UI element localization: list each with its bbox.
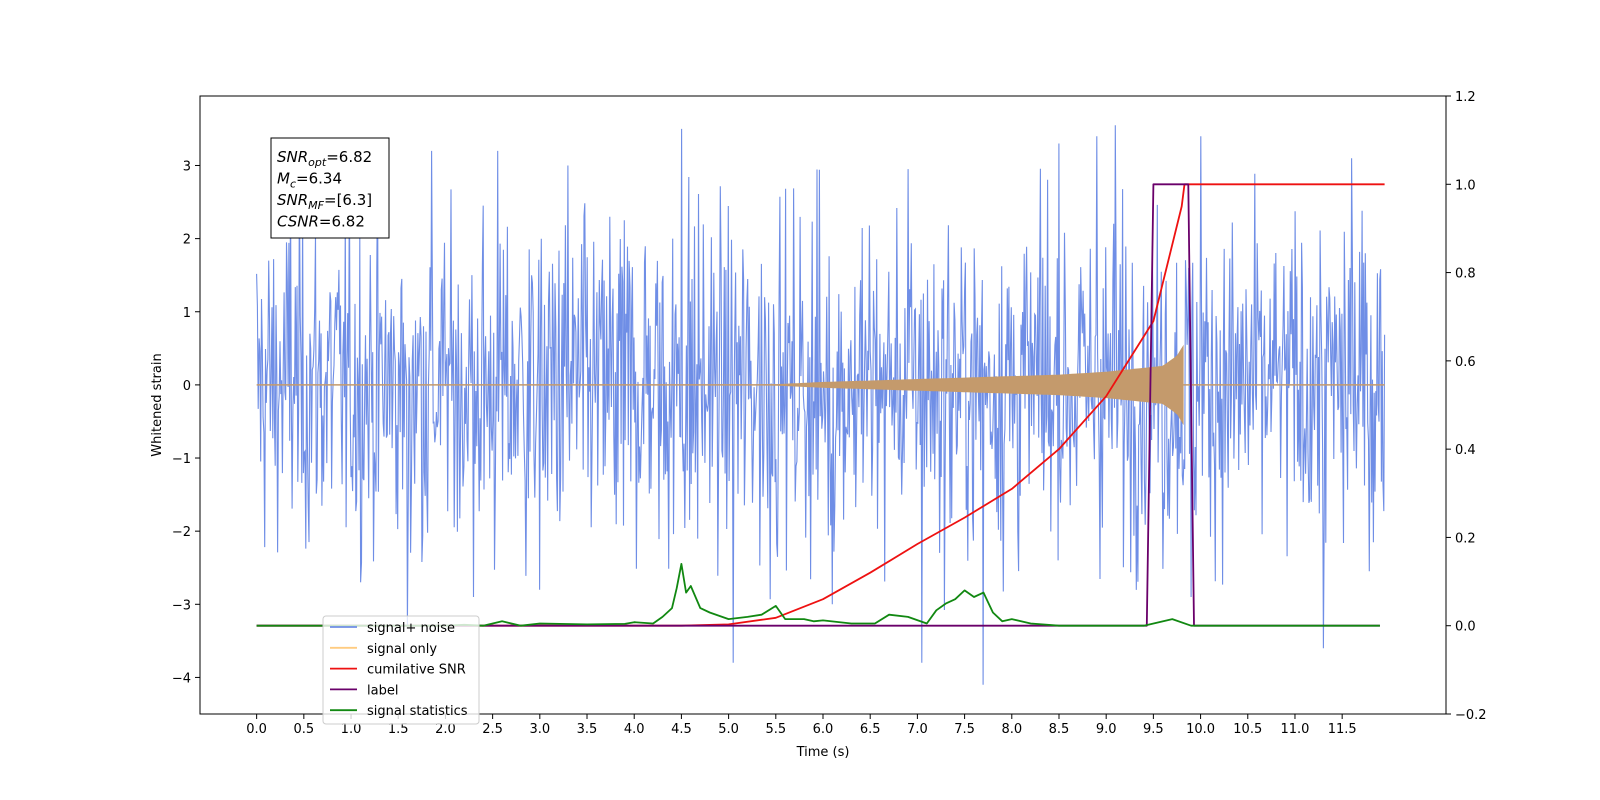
x-tick-label: 7.5 (954, 722, 975, 737)
line-trace (256, 183, 1385, 627)
legend-frame (322, 615, 480, 725)
y2-tick-label: 1.0 (1455, 178, 1476, 193)
series-cumilative-snr (256, 183, 1385, 627)
x-tick-label: 2.5 (482, 722, 503, 737)
y2-tick-label: 0.8 (1455, 267, 1476, 282)
noise-trace (256, 125, 1386, 685)
x-tick-label: 9.5 (1143, 722, 1164, 737)
legend: signal+ noise signal only cumilative SNR la… (322, 615, 480, 725)
plot-area (256, 125, 1386, 685)
legend-label: label (367, 683, 398, 698)
annotation-line: Mc=6.34 (277, 170, 342, 191)
legend-label: signal+ noise (367, 621, 455, 636)
x-axis-title: Time (s) (796, 745, 850, 760)
y2-tick-label: −0.2 (1455, 708, 1487, 723)
x-tick-label: 11.0 (1280, 722, 1309, 737)
y2-tick-label: 0.0 (1455, 620, 1476, 635)
y2-tick-label: 0.6 (1455, 355, 1476, 370)
axes: 0.0 0.5 1.0 1.5 2.0 2.5 3.0 3.5 4.0 4.5 5.0 5.5 6.0 6… (150, 90, 1487, 760)
y-tick-label: −3 (172, 598, 191, 613)
x-tick-label: 4.0 (624, 722, 645, 737)
x-tick-label: 0.0 (246, 722, 267, 737)
legend-label: cumilative SNR (367, 663, 466, 678)
x-tick-label: 3.5 (577, 722, 598, 737)
x-tick-label: 2.0 (435, 722, 456, 737)
y2-tick-label: 0.2 (1455, 531, 1476, 546)
y-tick-label: 2 (183, 233, 191, 248)
legend-label: signal only (367, 642, 437, 657)
y-tick-label: −1 (172, 452, 191, 467)
y2-tick-label: 1.2 (1455, 90, 1476, 105)
x-tick-label: 9.0 (1096, 722, 1117, 737)
annotation-frame (270, 137, 390, 239)
y-tick-label: −2 (172, 525, 191, 540)
y-tick-label: 3 (183, 159, 191, 174)
annotation-line: SNRopt=6.82 (277, 148, 372, 169)
x-tick-label: 7.0 (907, 722, 928, 737)
x-tick-label: 1.0 (341, 722, 362, 737)
y-axis-title: Whitened strain (150, 353, 165, 456)
series-signal-only (256, 344, 1385, 426)
x-tick-label: 5.0 (718, 722, 739, 737)
y-tick-label: 1 (183, 306, 191, 321)
legend-label: signal statistics (367, 704, 468, 719)
x-tick-label: 1.5 (388, 722, 409, 737)
y2-tick-label: 0.4 (1455, 443, 1476, 458)
x-tick-label: 10.0 (1186, 722, 1215, 737)
x-tick-label: 10.5 (1233, 722, 1262, 737)
y-tick-label: −4 (172, 671, 191, 686)
x-tick-label: 6.5 (860, 722, 881, 737)
x-tick-label: 5.5 (765, 722, 786, 737)
x-tick-label: 0.5 (293, 722, 314, 737)
x-tick-label: 3.0 (529, 722, 550, 737)
x-tick-label: 4.5 (671, 722, 692, 737)
annotation-line: CSNR=6.82 (277, 213, 365, 231)
line-trace (256, 563, 1380, 627)
annotation-line: SNRMF=[6.3] (277, 191, 372, 212)
series-signal-noise (256, 125, 1386, 685)
x-tick-label: 6.0 (813, 722, 834, 737)
series-signal-statistics (256, 563, 1380, 627)
x-tick-label: 8.0 (1001, 722, 1022, 737)
x-tick-label: 8.5 (1049, 722, 1070, 737)
x-tick-label: 11.5 (1328, 722, 1357, 737)
y-tick-label: 0 (183, 379, 191, 394)
